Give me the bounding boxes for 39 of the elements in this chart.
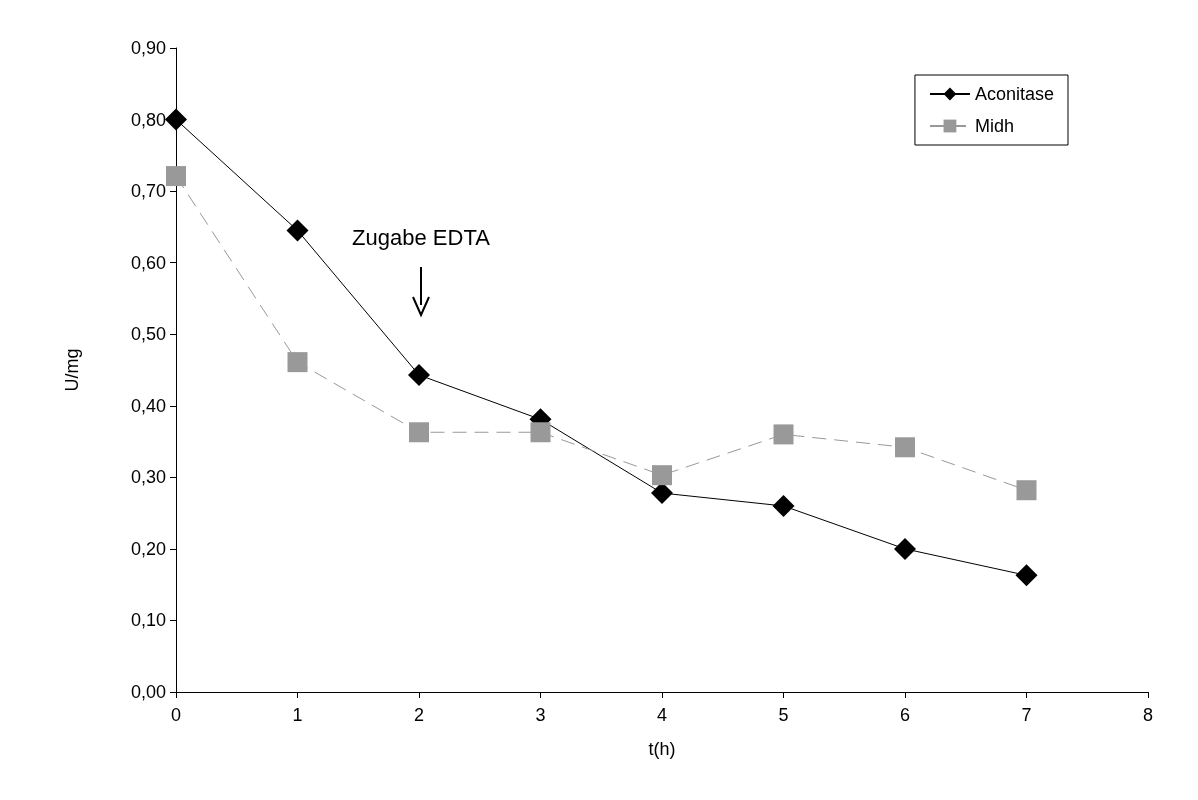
point xyxy=(651,482,673,505)
point xyxy=(165,108,187,131)
point xyxy=(773,424,794,445)
annotation: Zugabe EDTA xyxy=(352,225,491,250)
point xyxy=(408,364,430,387)
y-tick-label: 0,20 xyxy=(130,538,166,559)
point xyxy=(530,422,551,443)
y-axis-title: U/mg xyxy=(62,348,82,392)
y-tick-label: 0,10 xyxy=(130,610,166,631)
x-tick-label: 4 xyxy=(656,705,668,725)
point xyxy=(287,352,308,373)
point xyxy=(1016,480,1037,501)
x-tick-label: 2 xyxy=(413,705,425,725)
x-tick-label: 7 xyxy=(1021,705,1032,725)
x-tick-label: 3 xyxy=(535,705,546,725)
point xyxy=(772,494,795,517)
y-tick-label: 0,70 xyxy=(130,181,166,202)
x-tick-label: 8 xyxy=(1142,705,1154,725)
point xyxy=(409,422,429,443)
x-tick-label: 1 xyxy=(292,705,303,725)
y-tick-label: 0,90 xyxy=(130,38,166,58)
y-tick-label: 0,00 xyxy=(130,682,166,702)
x-axis-title: t(h) xyxy=(648,739,676,759)
y-tick-label: 0,30 xyxy=(130,467,166,488)
point xyxy=(652,465,672,486)
x-tick-label: 0 xyxy=(170,705,182,725)
y-tick-label: 0,60 xyxy=(130,252,166,273)
y-tick-label: 0,80 xyxy=(130,109,166,130)
x-tick-label: 5 xyxy=(778,705,789,725)
point xyxy=(895,437,915,458)
point xyxy=(166,166,186,187)
y-tick-label: 0,40 xyxy=(130,395,166,416)
legend-label: Aconitase xyxy=(974,84,1055,104)
x-tick-label: 6 xyxy=(899,705,911,725)
point xyxy=(894,537,916,560)
legend-label: Midh xyxy=(974,116,1014,136)
point xyxy=(1015,564,1038,587)
point xyxy=(286,219,309,242)
y-tick-label: 0,50 xyxy=(130,324,166,345)
